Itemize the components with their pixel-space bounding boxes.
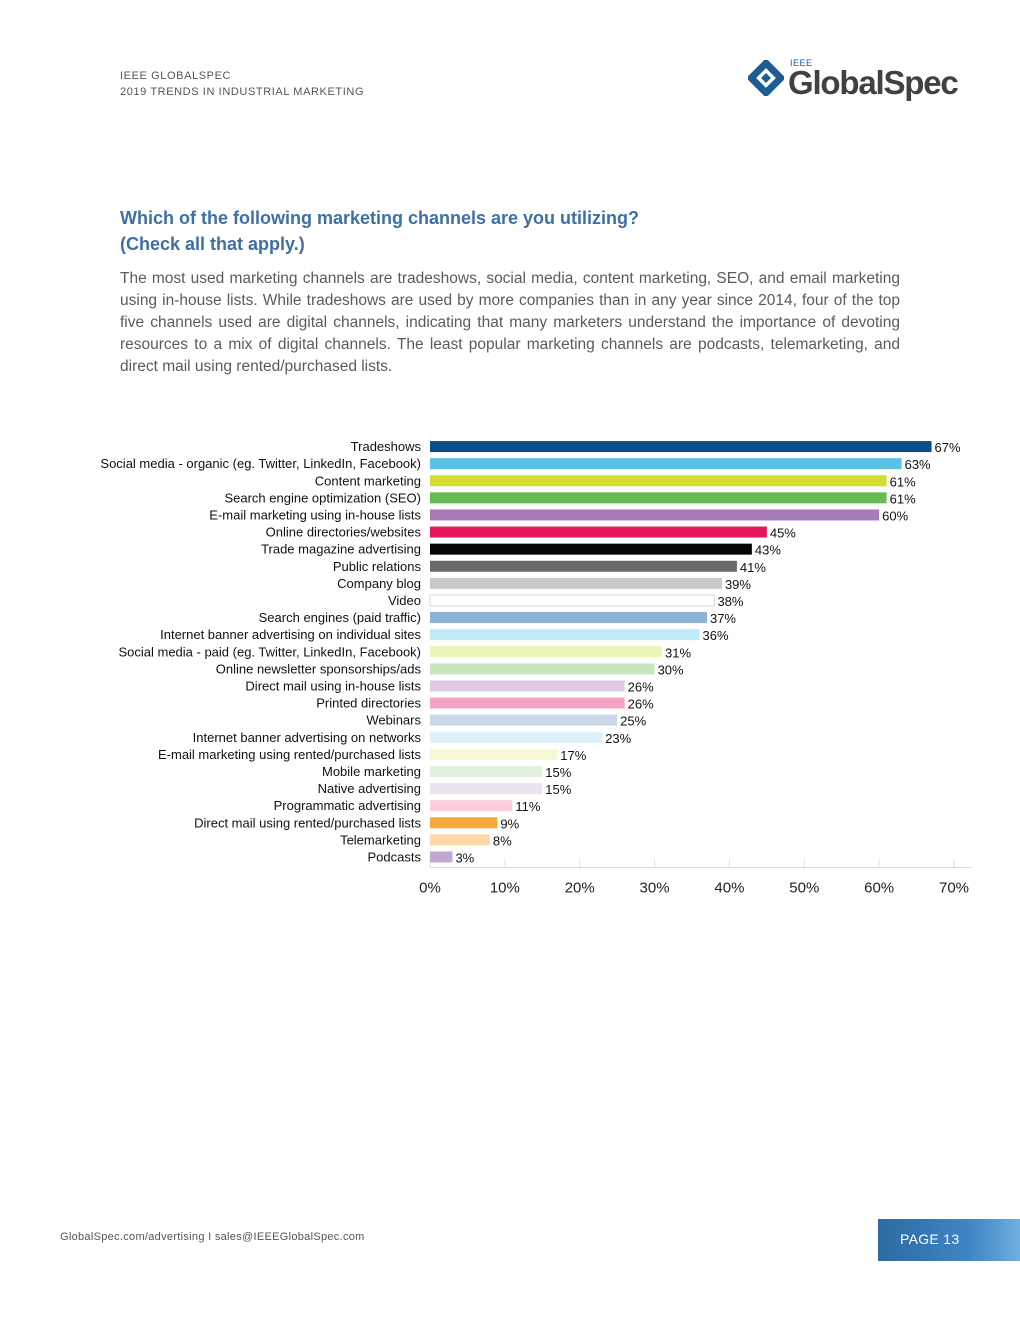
category-label: E-mail marketing using in-house lists xyxy=(209,507,421,522)
category-label: Printed directories xyxy=(316,696,421,711)
value-label: 26% xyxy=(628,697,654,712)
bar xyxy=(430,851,453,863)
category-label: Video xyxy=(388,593,421,608)
category-label: Content marketing xyxy=(315,473,421,488)
x-tick-label: 70% xyxy=(939,880,969,897)
logo-ieee-text: IEEE xyxy=(790,58,813,68)
channels-bar-chart: 0% 10% 20% 30% 40% 50% 60% 70% Tradeshows 67% Soci… xyxy=(60,430,980,900)
page-number-badge: PAGE 13 xyxy=(878,1219,1020,1261)
bar xyxy=(430,458,902,470)
category-label: Native advertising xyxy=(318,781,421,796)
report-header: IEEE GLOBALSPEC 2019 TRENDS IN INDUSTRIA… xyxy=(120,68,364,100)
title-line-1: Which of the following marketing channel… xyxy=(120,208,640,228)
bar xyxy=(430,612,707,624)
value-label: 11% xyxy=(515,799,540,814)
bar xyxy=(430,800,513,812)
value-label: 3% xyxy=(455,850,474,865)
bar xyxy=(430,526,767,538)
globalspec-logo: IEEE GlobalSpec xyxy=(748,58,963,108)
bar xyxy=(430,560,737,572)
x-tick-label: 40% xyxy=(714,880,744,897)
category-label: Tradeshows xyxy=(351,439,422,454)
category-label: Telemarketing xyxy=(340,832,421,847)
category-label: Search engine optimization (SEO) xyxy=(224,490,421,505)
category-label: Social media - paid (eg. Twitter, Linked… xyxy=(118,644,421,659)
value-label: 26% xyxy=(628,679,654,694)
bar xyxy=(430,629,700,641)
value-label: 15% xyxy=(545,782,571,797)
bar xyxy=(430,697,625,709)
logo-wordmark: GlobalSpec xyxy=(788,64,959,101)
category-label: Social media - organic (eg. Twitter, Lin… xyxy=(100,456,421,471)
value-label: 9% xyxy=(500,816,519,831)
page-title: Which of the following marketing channel… xyxy=(120,205,760,257)
x-tick-label: 30% xyxy=(640,880,670,897)
bar xyxy=(430,441,932,453)
category-label: Webinars xyxy=(366,713,421,728)
intro-paragraph: The most used marketing channels are tra… xyxy=(120,270,900,375)
bar xyxy=(430,492,887,504)
bar xyxy=(430,475,887,487)
category-label: Internet banner advertising on individua… xyxy=(160,627,421,642)
value-label: 61% xyxy=(890,491,916,506)
value-label: 36% xyxy=(702,628,728,643)
bar xyxy=(430,731,603,743)
title-line-2: (Check all that apply.) xyxy=(120,234,305,254)
chart-svg: 0% 10% 20% 30% 40% 50% 60% 70% Tradeshows 67% Soci… xyxy=(60,430,980,900)
value-label: 17% xyxy=(560,748,586,763)
bar xyxy=(430,834,490,846)
page-number: PAGE 13 xyxy=(900,1231,960,1247)
category-label: Online directories/websites xyxy=(266,525,422,540)
value-label: 31% xyxy=(665,645,691,660)
bar xyxy=(430,765,543,777)
logo-diamond-icon xyxy=(748,60,784,96)
category-label: Mobile marketing xyxy=(322,764,421,779)
value-label: 60% xyxy=(882,508,908,523)
x-tick-label: 50% xyxy=(789,880,819,897)
bar xyxy=(430,577,722,589)
bar xyxy=(430,748,558,760)
bar xyxy=(429,594,715,607)
bar xyxy=(430,543,752,555)
value-label: 61% xyxy=(890,474,916,489)
value-label: 45% xyxy=(770,526,796,541)
bar xyxy=(430,663,655,675)
value-label: 23% xyxy=(605,731,631,746)
category-label: Podcasts xyxy=(368,849,422,864)
bar xyxy=(430,680,625,692)
value-label: 39% xyxy=(725,577,751,592)
x-tick-label: 10% xyxy=(490,880,520,897)
footer-links: GlobalSpec.com/advertising I sales@IEEEG… xyxy=(60,1231,365,1243)
bar xyxy=(430,714,618,726)
category-label: Trade magazine advertising xyxy=(261,542,421,557)
category-label: Online newsletter sponsorships/ads xyxy=(216,661,422,676)
value-label: 41% xyxy=(740,560,766,575)
value-label: 37% xyxy=(710,611,736,626)
header-line-2: 2019 TRENDS IN INDUSTRIAL MARKETING xyxy=(120,86,365,98)
value-label: 67% xyxy=(935,440,961,455)
value-label: 38% xyxy=(717,594,743,609)
x-tick-label: 0% xyxy=(419,880,441,897)
value-label: 25% xyxy=(620,714,646,729)
category-label: Direct mail using in-house lists xyxy=(245,678,421,693)
value-label: 8% xyxy=(493,833,512,848)
value-label: 15% xyxy=(545,765,571,780)
bar xyxy=(430,646,663,658)
value-label: 30% xyxy=(658,662,684,677)
category-label: Internet banner advertising on networks xyxy=(193,730,422,745)
bar xyxy=(430,783,543,795)
category-label: Public relations xyxy=(333,559,422,574)
category-label: Direct mail using rented/purchased lists xyxy=(194,815,421,830)
category-label: Company blog xyxy=(337,576,421,591)
category-label: Programmatic advertising xyxy=(274,798,421,813)
header-line-1: IEEE GLOBALSPEC xyxy=(120,70,232,82)
bar xyxy=(430,509,880,521)
bar xyxy=(430,817,498,829)
category-label: Search engines (paid traffic) xyxy=(259,610,421,625)
x-tick-label: 20% xyxy=(565,880,595,897)
x-tick-label: 60% xyxy=(864,880,894,897)
value-label: 63% xyxy=(905,457,931,472)
value-label: 43% xyxy=(755,543,781,558)
category-label: E-mail marketing using rented/purchased … xyxy=(158,747,422,762)
